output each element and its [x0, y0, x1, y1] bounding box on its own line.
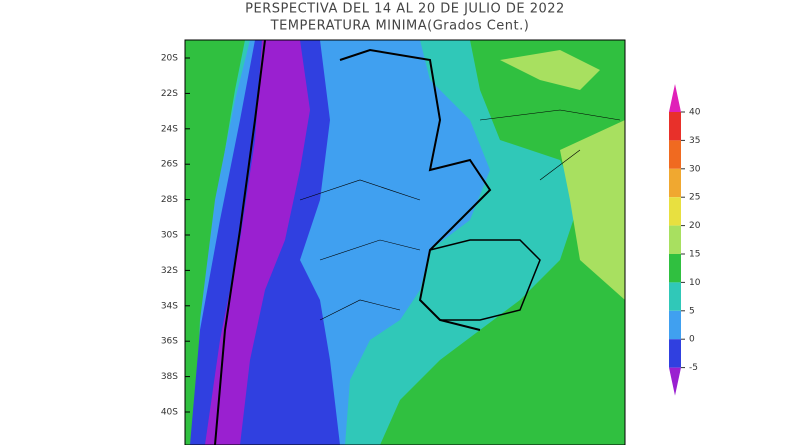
- lat-label: 34S: [161, 301, 178, 311]
- color-band: [669, 112, 681, 141]
- color-band: [669, 282, 681, 311]
- map: [184, 39, 626, 445]
- lat-label: 28S: [161, 195, 178, 205]
- colorbar-label: 40: [689, 108, 701, 118]
- color-band: [669, 225, 681, 254]
- color-band: [669, 339, 681, 368]
- lat-label: 26S: [161, 160, 178, 170]
- lat-label: 20S: [161, 54, 178, 64]
- colorbar-label: 10: [689, 278, 701, 288]
- title: PERSPECTIVA DEL 14 AL 20 DE JULIO DE 202…: [245, 2, 565, 17]
- colorbar-label: 20: [689, 221, 701, 231]
- color-band: [669, 197, 681, 226]
- color-band: [669, 254, 681, 283]
- colorbar-label: 15: [689, 250, 700, 260]
- lat-label: 36S: [161, 337, 178, 347]
- lat-label: 38S: [161, 372, 178, 382]
- lat-label: 40S: [161, 408, 178, 418]
- color-band: [669, 310, 681, 340]
- lat-labels: 20S 22S 24S 26S 28S 30S 32S 34S 36S 38S 40S: [161, 54, 190, 418]
- colorbar-label: 30: [689, 164, 701, 174]
- colorbar-label: 35: [689, 136, 700, 146]
- color-band: [669, 140, 681, 169]
- colorbar: 40 35 30 25 20 15 10 5 0 -5: [669, 84, 701, 396]
- colorbar-label: 0: [689, 335, 695, 345]
- lat-label: 32S: [161, 266, 178, 276]
- lat-label: 30S: [161, 231, 178, 241]
- color-band: [669, 168, 681, 198]
- subtitle: TEMPERATURA MINIMA(Grados Cent.): [270, 19, 530, 34]
- under-arrow: [669, 367, 681, 396]
- colorbar-label: 5: [689, 306, 695, 316]
- lat-label: 24S: [161, 124, 178, 134]
- colorbar-label: -5: [689, 363, 698, 373]
- over-arrow: [669, 84, 681, 112]
- lat-label: 22S: [161, 89, 178, 99]
- colorbar-label: 25: [689, 193, 700, 203]
